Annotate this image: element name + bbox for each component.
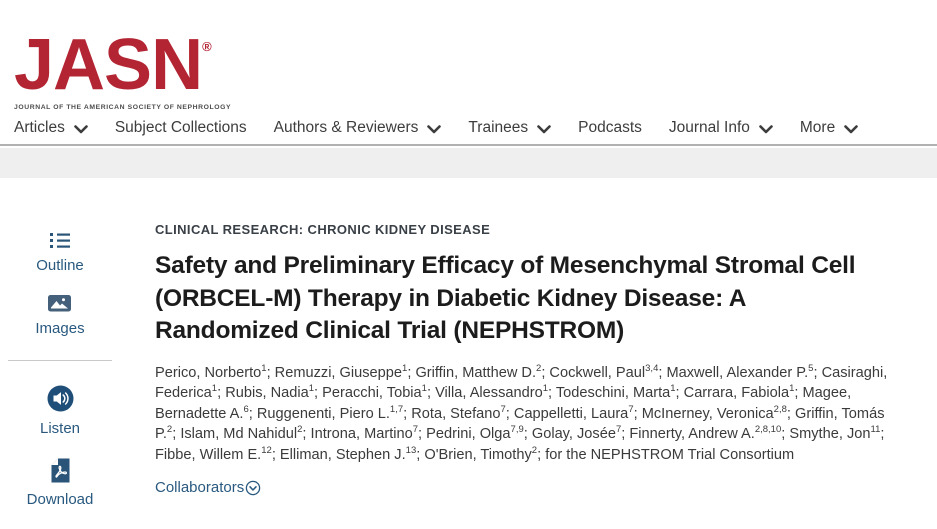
chevron-down-icon: [427, 124, 442, 133]
nav-item-podcasts[interactable]: Podcasts: [578, 119, 642, 137]
journal-tagline: JOURNAL OF THE AMERICAN SOCIETY OF NEPHR…: [14, 104, 232, 111]
nav-item-journal-info[interactable]: Journal Info: [669, 119, 773, 137]
author: Griffin, Tomás P.2: [155, 405, 885, 443]
download-pdf-icon: [51, 458, 69, 483]
collaborators-toggle[interactable]: Collaborators: [155, 478, 261, 496]
author-list: Perico, Norberto1; Remuzzi, Giuseppe1; G…: [155, 362, 888, 463]
author: Fibbe, Willem E.12: [155, 444, 272, 463]
chevron-down-icon: [844, 124, 859, 133]
sidebar-item-listen[interactable]: Listen: [40, 385, 80, 437]
nav-label: Journal Info: [668, 119, 750, 136]
nav-label: Trainees: [468, 119, 529, 136]
sidebar-label: Images: [35, 320, 85, 337]
nav-label: More: [799, 119, 836, 136]
author: Carrara, Fabiola1: [683, 383, 795, 401]
collaborators-label: Collaborators: [155, 478, 245, 496]
main-nav: Articles Subject Collections Authors & R…: [0, 112, 937, 146]
author: Maxwell, Alexander P.5: [666, 362, 814, 381]
article-category: CLINICAL RESEARCH: CHRONIC KIDNEY DISEAS…: [155, 222, 491, 237]
sidebar-item-outline[interactable]: Outline: [36, 232, 84, 274]
author: Islam, Md Nahidul2: [180, 424, 303, 442]
nav-label: Podcasts: [578, 119, 642, 136]
author: Casiraghi, Federica1: [155, 364, 888, 402]
author: Elliman, Stephen J.13: [279, 444, 417, 463]
author: Smythe, Jon11: [789, 424, 881, 442]
nav-item-more[interactable]: More: [799, 119, 859, 137]
nav-item-subject-collections[interactable]: Subject Collections: [115, 119, 247, 137]
chevron-down-icon: [759, 124, 773, 133]
collaborators-expand-icon: [245, 480, 261, 496]
images-icon: [48, 295, 72, 312]
author: Golay, Josée7: [531, 424, 622, 442]
sidebar-label: Download: [26, 491, 94, 508]
nav-label: Subject Collections: [114, 119, 247, 136]
author: Rubis, Nadia1: [225, 383, 315, 401]
jasn-logo-text: JASN®: [14, 25, 212, 105]
author: Pedrini, Olga7,9: [426, 424, 524, 442]
author: Todeschini, Marta1: [555, 383, 676, 401]
nav-item-articles[interactable]: Articles: [14, 119, 88, 137]
nav-item-authors-reviewers[interactable]: Authors & Reviewers: [274, 119, 442, 137]
nav-label: Articles: [14, 119, 65, 136]
author: Villa, Alessandro1: [435, 383, 549, 401]
article-tools-sidebar: Outline Images Listen Download: [0, 232, 120, 529]
author: McInerney, Veronica2,8: [641, 403, 787, 422]
sidebar-item-download[interactable]: Download: [26, 458, 94, 508]
nav-item-trainees[interactable]: Trainees: [468, 119, 551, 137]
sidebar-divider: [8, 360, 112, 361]
author: Introna, Martino7: [310, 424, 419, 442]
author: Griffin, Matthew D.2: [415, 362, 542, 381]
author: Rota, Stefano7: [411, 403, 506, 422]
jasn-logo[interactable]: JASN® JOURNAL OF THE AMERICAN SOCIETY OF…: [14, 10, 231, 111]
nav-label: Authors & Reviewers: [273, 119, 419, 136]
listen-speaker-icon: [47, 385, 73, 412]
author: Perico, Norberto1: [155, 362, 267, 381]
author: O'Brien, Timothy2: [424, 444, 538, 463]
registered-mark: ®: [202, 39, 212, 54]
consortium-text: for the NEPHSTROM Trial Consortium: [545, 446, 795, 463]
chevron-down-icon: [537, 124, 551, 133]
sidebar-item-images[interactable]: Images: [35, 295, 85, 337]
author: Ruggenenti, Piero L.1,7: [256, 403, 404, 422]
sidebar-label: Outline: [36, 257, 84, 274]
chevron-down-icon: [74, 124, 88, 133]
author: Cappelletti, Laura7: [513, 403, 634, 422]
outline-list-icon: [49, 233, 70, 248]
author: Finnerty, Andrew A.2,8,10: [629, 424, 782, 442]
article-title: Safety and Preliminary Efficacy of Mesen…: [155, 252, 856, 344]
author: Remuzzi, Giuseppe1: [274, 362, 408, 381]
sidebar-label: Listen: [39, 420, 81, 437]
author: Cockwell, Paul3,4: [549, 362, 659, 381]
header-divider-band: [0, 148, 937, 178]
article-header: CLINICAL RESEARCH: CHRONIC KIDNEY DISEAS…: [155, 222, 892, 497]
author: Magee, Bernadette A.6: [155, 385, 852, 422]
author: Peracchi, Tobia1: [322, 383, 427, 401]
